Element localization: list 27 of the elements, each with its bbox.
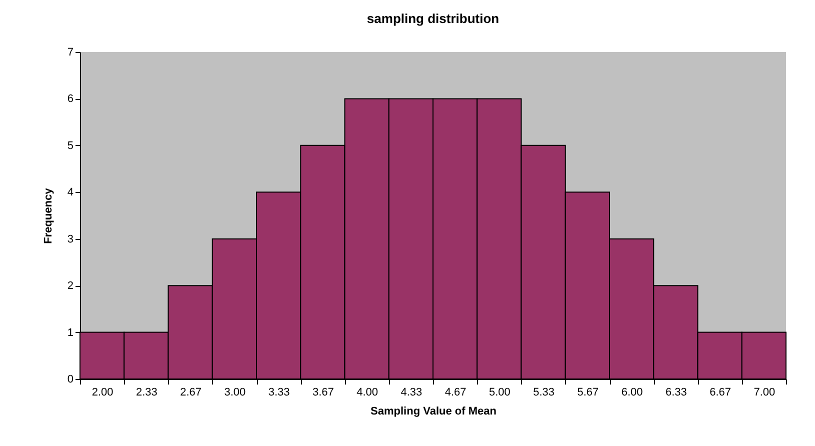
x-tick-label: 5.00	[488, 386, 510, 398]
x-tick-label: 7.00	[754, 386, 776, 398]
y-tick-label: 6	[67, 93, 74, 106]
x-axis-title: Sampling Value of Mean	[370, 406, 497, 418]
x-tick-label: 3.33	[268, 386, 290, 398]
y-tick-label: 1	[67, 326, 74, 339]
chart-title: sampling distribution	[366, 11, 500, 26]
y-axis-title: Frequency	[42, 187, 54, 244]
y-tick-label: 7	[67, 46, 74, 58]
x-tick-label: 5.67	[577, 386, 599, 398]
x-tick-label: 2.00	[92, 386, 114, 398]
y-tick-label: 2	[67, 280, 74, 292]
x-tick-label: 4.33	[400, 386, 422, 398]
y-tick-label: 3	[67, 233, 74, 246]
y-tick-label: 4	[67, 186, 74, 199]
x-tick-label: 5.33	[533, 386, 555, 398]
x-tick-label: 6.67	[710, 386, 732, 398]
x-tick-label: 4.67	[444, 386, 466, 398]
x-tick-label: 2.67	[180, 386, 202, 398]
x-tick-label: 6.00	[621, 386, 643, 398]
x-tick-label: 2.33	[136, 386, 158, 398]
x-tick-label: 3.67	[312, 386, 334, 398]
y-tick-label: 5	[67, 140, 74, 152]
y-tick-label: 0	[67, 374, 74, 386]
x-tick-label: 4.00	[356, 386, 378, 398]
x-tick-label: 6.33	[665, 386, 687, 398]
x-tick-label: 3.00	[224, 386, 246, 398]
